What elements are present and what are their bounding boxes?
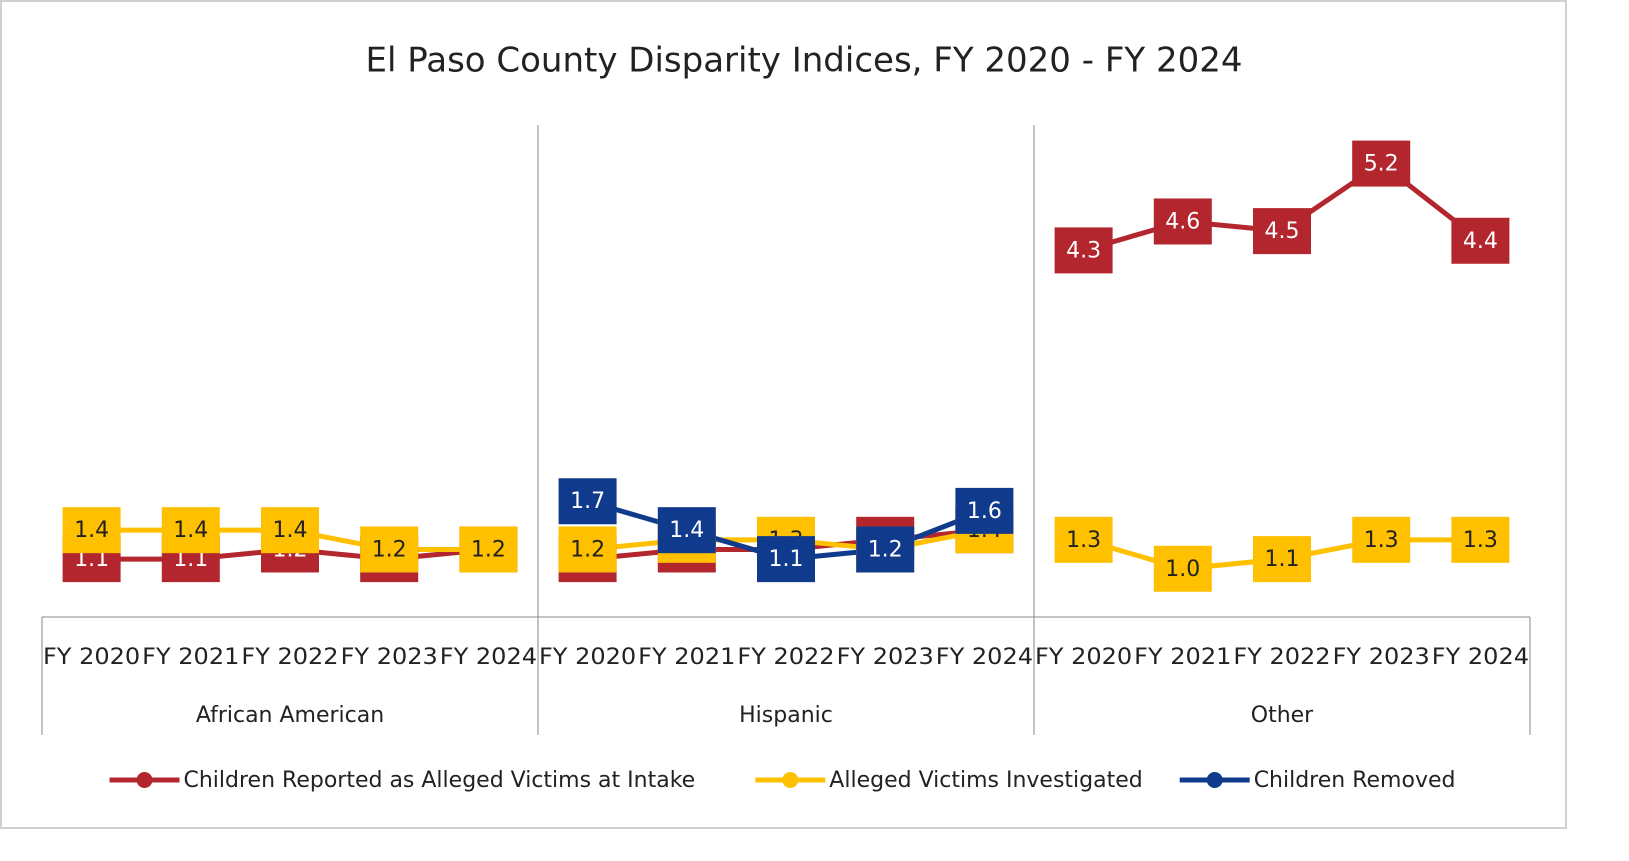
data-label-box [1153, 545, 1212, 592]
data-label: 1.0 [1165, 557, 1200, 582]
data-label-box [1451, 217, 1510, 264]
legend-marker [782, 772, 799, 788]
x-tick-label: FY 2021 [1134, 645, 1231, 670]
x-tick-label: FY 2023 [341, 645, 438, 670]
data-label-box [955, 487, 1014, 534]
data-label: 1.1 [769, 547, 804, 572]
data-label-box [657, 507, 716, 554]
data-label: 1.4 [669, 518, 704, 543]
data-label: 5.2 [1364, 152, 1399, 177]
chart-frame [0, 0, 1567, 829]
x-tick-label: FY 2022 [737, 645, 834, 670]
data-label: 1.6 [967, 499, 1002, 524]
x-tick-label: FY 2021 [142, 645, 239, 670]
legend-label: Alleged Victims Investigated [829, 768, 1142, 793]
legend-marker [136, 772, 153, 788]
data-label: 4.3 [1066, 238, 1101, 263]
data-label-box [558, 526, 617, 573]
data-label-box [1352, 516, 1411, 563]
legend-label: Children Removed [1254, 768, 1456, 793]
data-label: 1.7 [570, 489, 605, 514]
data-label-box [1352, 140, 1411, 187]
data-label-box [1153, 198, 1212, 245]
data-label-box [62, 507, 121, 554]
data-label-box [1451, 516, 1510, 563]
data-label: 1.2 [570, 537, 605, 562]
data-label-box [1054, 227, 1113, 274]
data-label-box [459, 526, 518, 573]
data-label: 1.3 [1364, 528, 1399, 553]
data-label: 1.2 [372, 537, 407, 562]
data-label: 4.4 [1463, 229, 1498, 254]
data-label: 1.4 [173, 518, 208, 543]
group-label: African American [196, 703, 384, 728]
data-label-box [856, 526, 915, 573]
x-tick-label: FY 2023 [837, 645, 934, 670]
data-label: 4.6 [1165, 209, 1200, 234]
chart-title: El Paso County Disparity Indices, FY 202… [366, 41, 1243, 81]
data-label-box [261, 507, 319, 554]
data-label-box [1054, 516, 1113, 563]
data-label-box [360, 526, 419, 573]
data-label: 1.1 [1265, 547, 1300, 572]
data-label-box [1253, 208, 1311, 255]
data-label: 1.4 [273, 518, 308, 543]
legend-marker [1206, 772, 1223, 788]
data-label: 1.4 [74, 518, 109, 543]
x-tick-label: FY 2020 [539, 645, 636, 670]
data-label: 1.2 [471, 537, 506, 562]
group-label: Other [1251, 703, 1314, 728]
data-label-box [161, 507, 220, 554]
group-label: Hispanic [739, 703, 833, 728]
data-label-box [558, 478, 617, 525]
x-tick-label: FY 2024 [936, 645, 1033, 670]
data-label-box [757, 536, 815, 583]
legend-label: Children Reported as Alleged Victims at … [184, 768, 696, 793]
x-tick-label: FY 2023 [1333, 645, 1430, 670]
x-tick-label: FY 2021 [638, 645, 735, 670]
x-tick-label: FY 2022 [1233, 645, 1330, 670]
x-tick-label: FY 2022 [241, 645, 338, 670]
data-label-box [1253, 536, 1311, 583]
x-tick-label: FY 2020 [1035, 645, 1132, 670]
data-label: 4.5 [1265, 219, 1300, 244]
data-label: 1.2 [868, 537, 903, 562]
data-label: 1.3 [1463, 528, 1498, 553]
x-tick-label: FY 2020 [43, 645, 140, 670]
x-tick-label: FY 2024 [1432, 645, 1529, 670]
data-label: 1.3 [1066, 528, 1101, 553]
x-tick-label: FY 2024 [440, 645, 537, 670]
